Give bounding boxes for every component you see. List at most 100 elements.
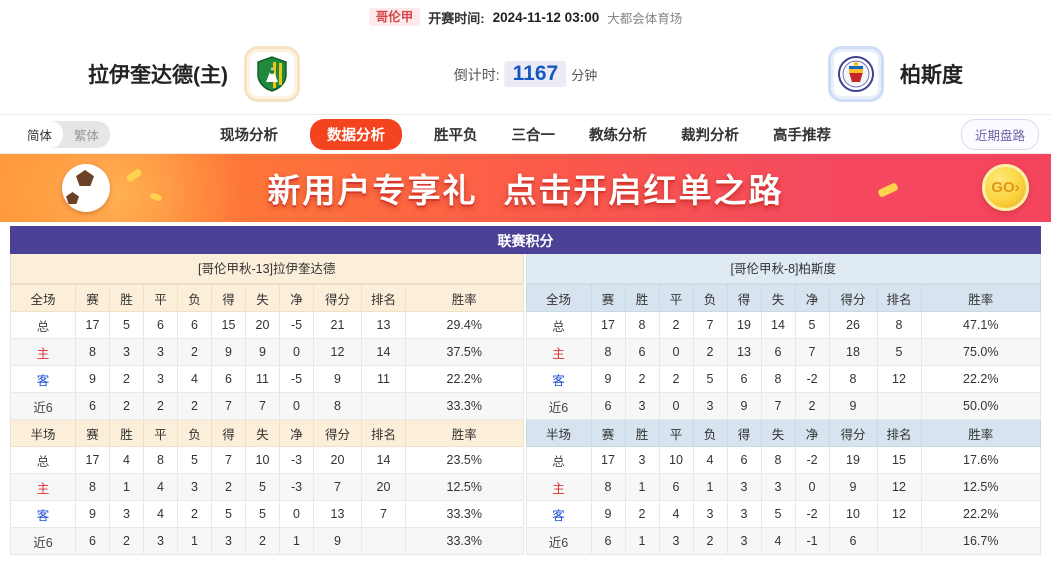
- table-cell: 8: [75, 473, 110, 501]
- promo-line-1: 新用户专享礼: [267, 172, 478, 209]
- table-cell: 4: [760, 527, 796, 555]
- table-cell: 17: [75, 311, 110, 339]
- table-cell: 6: [624, 338, 660, 366]
- table-cell: 2: [177, 338, 212, 366]
- table-row: 总 17 4 8 5 7 10 -3 20 14 23.5%: [10, 446, 524, 474]
- table-cell: 29.4%: [405, 311, 524, 339]
- column-header: 赛: [75, 419, 110, 447]
- column-header: 排名: [876, 284, 922, 312]
- tab-win-draw-lose[interactable]: 胜平负: [434, 127, 478, 144]
- table-cell: 4: [177, 365, 212, 393]
- tab-referee-analysis[interactable]: 裁判分析: [681, 127, 739, 144]
- table-cell: 20: [361, 473, 406, 501]
- table-cell: 3: [143, 338, 178, 366]
- table-cell: 2: [245, 527, 280, 555]
- table-cell: 11: [361, 365, 406, 393]
- table-cell: 9: [245, 338, 280, 366]
- column-header: 得: [726, 419, 762, 447]
- venue-name: 大都会体育场: [607, 11, 683, 26]
- table-row: 主 8 1 4 3 2 5 -3 7 20 12.5%: [10, 473, 524, 501]
- table-row: 客 9 2 4 3 3 5 -2 10 12 22.2%: [525, 500, 1041, 528]
- tab-coach-analysis[interactable]: 教练分析: [589, 127, 647, 144]
- language-toggle[interactable]: 简体 繁体: [16, 120, 111, 148]
- column-header: 胜率: [920, 419, 1041, 447]
- table-cell: 12: [876, 365, 922, 393]
- soccer-ball-icon: [62, 164, 110, 212]
- tab-data-analysis[interactable]: 数据分析: [310, 118, 402, 150]
- home-standings-subtitle: [哥伦甲秋-13]拉伊奎达德: [10, 254, 524, 284]
- table-header-row: 全场赛胜平负得失净得分 排名 胜率: [525, 284, 1041, 312]
- promo-banner[interactable]: 新用户专享礼 点击开启红单之路 GO›: [0, 154, 1051, 222]
- lang-simplified-option[interactable]: 简体: [16, 120, 64, 148]
- table-cell: 47.1%: [920, 311, 1041, 339]
- table-cell: 18: [828, 338, 878, 366]
- table-cell: 17: [590, 311, 626, 339]
- column-header: 排名: [361, 284, 406, 312]
- table-header-row: 全场赛胜平负得失净得分 排名 胜率: [10, 284, 524, 312]
- tab-live-analysis[interactable]: 现场分析: [220, 127, 278, 144]
- column-header: 平: [143, 419, 178, 447]
- table-cell: 17.6%: [920, 446, 1041, 474]
- table-cell: 3: [760, 473, 796, 501]
- column-header: 平: [658, 284, 694, 312]
- table-cell: 2: [211, 473, 246, 501]
- table-cell: 9: [75, 500, 110, 528]
- table-cell: 3: [726, 527, 762, 555]
- standings-section: 联赛积分 [哥伦甲秋-13]拉伊奎达德 全场赛胜平负得失净得分 排名 胜率总 17 5 6…: [0, 222, 1051, 555]
- table-row: 客 9 3 4 2 5 5 0 13 7 33.3%: [10, 500, 524, 528]
- table-cell: 23.5%: [405, 446, 524, 474]
- table-cell: -2: [794, 500, 830, 528]
- table-cell: 0: [279, 500, 314, 528]
- table-cell: 7: [760, 392, 796, 420]
- column-header: 胜: [624, 284, 660, 312]
- lang-traditional-option[interactable]: 繁体: [74, 128, 100, 143]
- table-cell: 15: [211, 311, 246, 339]
- column-header: 胜率: [405, 419, 524, 447]
- table-cell: 8: [75, 338, 110, 366]
- table-header-row: 半场赛胜平负得失净得分 排名 胜率: [525, 419, 1041, 447]
- table-cell: 9: [313, 527, 362, 555]
- countdown-unit: 分钟: [571, 68, 598, 83]
- table-cell: -2: [794, 365, 830, 393]
- table-cell: 0: [279, 338, 314, 366]
- table-cell: [361, 527, 406, 555]
- tab-three-in-one[interactable]: 三合一: [511, 127, 556, 144]
- table-cell: 22.2%: [920, 365, 1041, 393]
- column-header: 净: [794, 419, 830, 447]
- table-cell: 2: [109, 365, 144, 393]
- table-cell: 6: [726, 365, 762, 393]
- table-cell: [361, 392, 406, 420]
- table-cell: 8: [760, 446, 796, 474]
- home-team[interactable]: 拉伊奎达德(主): [88, 46, 300, 102]
- away-team[interactable]: 柏斯度: [828, 46, 963, 102]
- table-cell: 9: [75, 365, 110, 393]
- table-cell: 33.3%: [405, 392, 524, 420]
- column-header: 得分: [828, 419, 878, 447]
- table-cell: 6: [75, 527, 110, 555]
- table-cell: 3: [109, 500, 144, 528]
- row-label: 主: [525, 473, 592, 501]
- row-label: 总: [525, 446, 592, 474]
- column-header: 平: [658, 419, 694, 447]
- promo-go-button[interactable]: GO›: [982, 164, 1029, 211]
- table-cell: 5: [760, 500, 796, 528]
- row-label: 近6: [10, 527, 76, 555]
- table-cell: 3: [692, 500, 728, 528]
- table-cell: 6: [211, 365, 246, 393]
- row-label: 近6: [525, 527, 592, 555]
- row-label: 总: [10, 311, 76, 339]
- table-cell: 50.0%: [920, 392, 1041, 420]
- table-cell: 2: [692, 338, 728, 366]
- table-cell: 7: [794, 338, 830, 366]
- countdown-label: 倒计时:: [453, 67, 500, 83]
- table-cell: 9: [590, 500, 626, 528]
- column-header: 得分: [828, 284, 878, 312]
- away-standings-subtitle: [哥伦甲秋-8]柏斯度: [525, 254, 1041, 284]
- table-cell: 3: [726, 473, 762, 501]
- tab-expert-picks[interactable]: 高手推荐: [773, 127, 831, 144]
- promo-line-2: 点击开启红单之路: [503, 172, 784, 209]
- table-cell: [876, 527, 922, 555]
- recent-odds-button[interactable]: 近期盘路: [960, 118, 1039, 150]
- table-cell: 9: [828, 473, 878, 501]
- row-label: 总: [10, 446, 76, 474]
